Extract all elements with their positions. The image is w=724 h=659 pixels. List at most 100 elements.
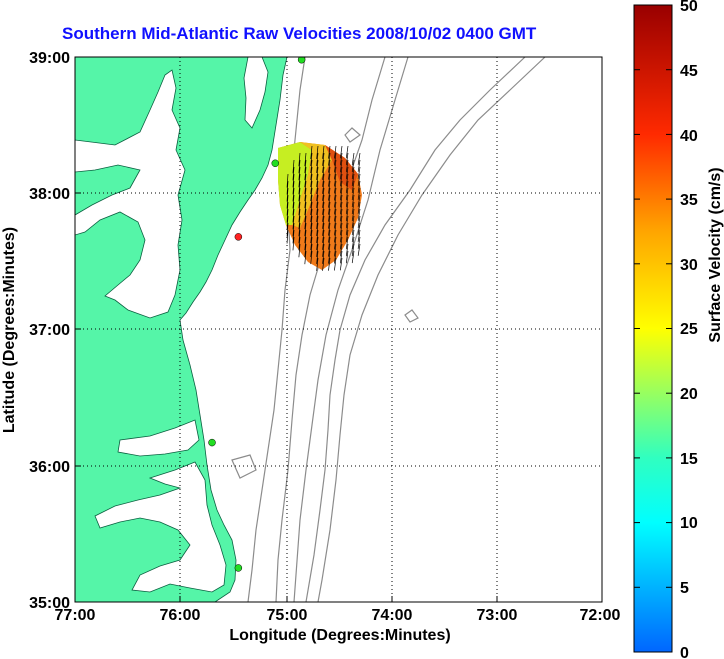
velocity-vector — [316, 194, 319, 208]
velocity-vector — [322, 222, 325, 236]
velocity-vectors — [286, 145, 361, 271]
velocity-vector — [304, 173, 307, 188]
velocity-vector — [322, 201, 325, 215]
velocity-vector — [304, 180, 307, 195]
velocity-vector — [322, 215, 325, 229]
velocity-vector — [298, 187, 301, 202]
velocity-vector — [298, 194, 301, 209]
colorbar — [633, 4, 673, 653]
y-tick-label: 35:00 — [29, 595, 70, 612]
velocity-vector — [345, 180, 349, 194]
bathymetry-contours — [231, 57, 546, 602]
velocity-vector — [345, 250, 349, 264]
velocity-vector — [340, 180, 343, 194]
velocity-vector — [351, 215, 355, 229]
velocity-vector — [304, 194, 307, 209]
velocity-vector — [351, 201, 355, 215]
y-axis-ticks — [75, 56, 81, 603]
chesapeake-bay — [75, 69, 186, 319]
velocity-vector — [304, 215, 307, 230]
velocity-vector — [316, 215, 319, 229]
velocity-vector — [310, 243, 313, 258]
velocity-vector — [357, 173, 361, 186]
velocity-vector — [351, 180, 355, 194]
y-tick-label: 38:00 — [29, 186, 70, 203]
colorbar-tick-label: 10 — [680, 515, 698, 532]
velocity-vector — [334, 222, 337, 236]
velocity-vector — [334, 194, 337, 208]
velocity-vector — [298, 159, 301, 174]
velocity-vector — [292, 159, 295, 174]
velocity-vector — [316, 208, 319, 222]
velocity-vector — [322, 229, 325, 243]
velocity-vector — [316, 166, 319, 180]
velocity-vector — [340, 208, 343, 222]
velocity-vector — [322, 180, 325, 194]
velocity-vector — [357, 180, 361, 193]
velocity-vector — [340, 173, 343, 187]
y-axis-label: Latitude (Degrees:Minutes) — [1, 227, 18, 433]
velocity-vector — [340, 222, 343, 236]
colorbar-tick-label: 0 — [680, 645, 689, 659]
gridlines — [75, 57, 602, 602]
velocity-vector — [310, 215, 313, 230]
velocity-vector — [351, 187, 355, 201]
radar-stations — [208, 57, 306, 572]
x-tick-label: 76:00 — [160, 607, 201, 624]
velocity-vector — [334, 201, 337, 215]
station-marker — [297, 57, 306, 64]
y-tick-label: 37:00 — [29, 322, 70, 339]
velocity-vector — [292, 173, 295, 188]
velocity-vector — [298, 243, 301, 258]
velocity-vector — [357, 159, 361, 172]
velocity-vector — [328, 222, 331, 236]
velocity-vector — [334, 250, 337, 264]
velocity-vector — [340, 257, 343, 271]
colorbar-tick-label: 40 — [680, 128, 698, 145]
velocity-vector — [310, 236, 313, 251]
velocity-vector — [310, 201, 313, 216]
velocity-vector — [351, 229, 355, 243]
velocity-vector — [304, 159, 307, 174]
station-marker-offline — [234, 233, 243, 241]
velocity-vector — [298, 152, 301, 167]
velocity-vector — [310, 173, 313, 188]
velocity-vector — [310, 187, 313, 202]
velocity-vector — [310, 194, 313, 209]
velocity-vector — [316, 159, 319, 173]
velocity-vector — [322, 187, 325, 201]
velocity-vector — [292, 187, 295, 202]
velocity-vector — [298, 229, 301, 244]
velocity-vector — [328, 166, 331, 180]
velocity-low-zone — [278, 142, 312, 225]
velocity-vector — [351, 208, 355, 222]
velocity-vector — [345, 201, 349, 215]
velocity-vector — [334, 243, 337, 257]
velocity-vector — [328, 208, 331, 222]
velocity-vector — [298, 166, 301, 181]
velocity-vector — [328, 229, 331, 243]
velocity-vector — [351, 236, 355, 250]
velocity-vector — [357, 215, 361, 228]
albemarle-sound — [117, 419, 200, 457]
velocity-vector — [351, 152, 355, 166]
velocity-vector — [310, 145, 313, 160]
velocity-vector — [328, 243, 331, 257]
colorbar-tick-label: 20 — [680, 386, 698, 403]
velocity-vector — [357, 243, 361, 256]
x-tick-label: 73:00 — [477, 607, 518, 624]
velocity-vector — [345, 215, 349, 229]
velocity-vector — [298, 208, 301, 223]
velocity-vector — [328, 250, 331, 264]
velocity-vector — [328, 187, 331, 201]
velocity-vector — [298, 222, 301, 237]
velocity-vector — [292, 236, 295, 251]
velocity-high-zone — [325, 145, 358, 190]
velocity-vector — [286, 173, 289, 188]
velocity-vector — [345, 166, 349, 180]
velocity-vector — [334, 180, 337, 194]
velocity-vector — [316, 187, 319, 201]
velocity-vector — [316, 173, 319, 187]
colorbar-tick-label: 35 — [680, 192, 698, 209]
velocity-vector — [328, 257, 331, 271]
